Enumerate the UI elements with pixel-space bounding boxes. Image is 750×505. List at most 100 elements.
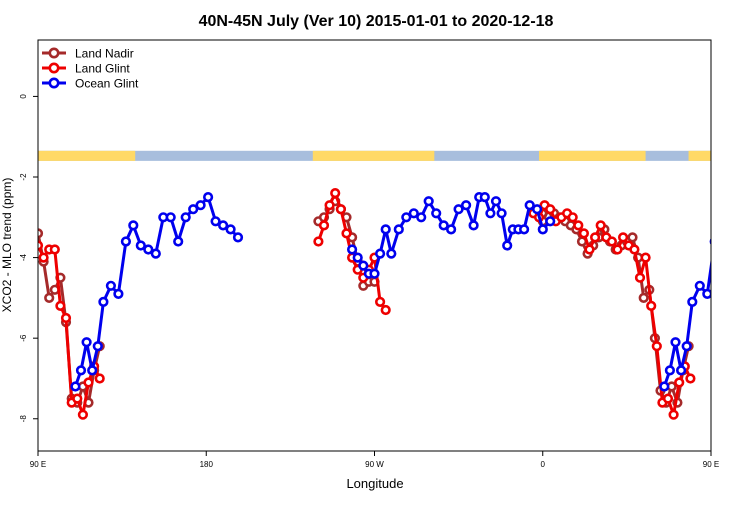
legend-item: Land Glint	[42, 62, 130, 76]
data-point	[584, 244, 595, 255]
x-tick-label: 0	[541, 460, 546, 469]
data-point	[401, 212, 412, 223]
data-point	[369, 268, 380, 279]
data-point	[318, 220, 330, 231]
data-point	[468, 220, 479, 231]
y-tick-label: -2	[19, 173, 28, 181]
y-tick-label: -8	[19, 415, 28, 423]
data-point	[485, 208, 496, 219]
data-point	[313, 236, 324, 247]
data-point	[438, 220, 449, 231]
data-point	[352, 252, 363, 263]
data-point	[659, 381, 670, 392]
data-point	[640, 252, 651, 263]
y-tick-label: -4	[19, 253, 28, 261]
data-point	[638, 292, 649, 304]
data-point	[662, 393, 674, 404]
data-point	[664, 365, 676, 376]
y-tick-label: -6	[19, 334, 28, 342]
series-ocean-glint	[70, 192, 726, 392]
legend-marker	[48, 62, 60, 74]
data-point	[531, 204, 543, 215]
data-point	[386, 248, 397, 259]
plot-area	[38, 150, 726, 420]
legend-marker	[48, 47, 60, 59]
data-point	[347, 244, 358, 255]
data-point	[446, 224, 457, 235]
data-point	[567, 212, 578, 223]
data-point	[524, 200, 535, 211]
data-point	[92, 341, 103, 352]
data-point	[38, 252, 49, 263]
data-point	[573, 220, 584, 231]
data-point	[702, 288, 711, 299]
data-point	[502, 240, 513, 251]
land-mask-segment	[688, 150, 711, 161]
data-point	[341, 228, 352, 239]
data-point	[98, 296, 109, 308]
x-tick-label: 90 E	[703, 460, 719, 469]
legend-label: Land Nadir	[75, 47, 134, 61]
data-point	[627, 232, 638, 243]
data-point	[675, 365, 687, 376]
land-mask-segment	[312, 150, 435, 161]
x-axis-label: Longitude	[346, 476, 403, 491]
data-point	[380, 304, 391, 316]
data-point	[490, 196, 502, 207]
data-point	[49, 244, 60, 255]
data-point	[330, 188, 341, 199]
data-point	[578, 228, 590, 239]
data-point	[685, 373, 696, 384]
series-line	[350, 195, 552, 276]
data-point	[617, 232, 629, 243]
data-point	[496, 208, 507, 219]
data-point	[681, 341, 692, 352]
data-point	[606, 236, 618, 247]
data-point	[358, 260, 369, 271]
data-point	[380, 224, 391, 235]
data-point	[72, 393, 83, 404]
series-line	[662, 256, 711, 387]
data-point	[545, 204, 556, 215]
legend-marker	[48, 77, 60, 89]
data-point	[461, 200, 472, 211]
data-point	[694, 280, 705, 291]
data-point	[646, 300, 657, 312]
legend-label: Ocean Glint	[75, 77, 139, 91]
land-mask-segment	[539, 150, 646, 161]
data-point	[595, 220, 606, 231]
data-point	[55, 300, 66, 312]
legend-item: Land Nadir	[42, 47, 134, 61]
data-point	[87, 365, 98, 376]
data-point	[180, 212, 191, 223]
data-point	[431, 208, 442, 219]
data-point	[674, 377, 685, 388]
data-point	[83, 377, 94, 388]
data-point	[416, 212, 427, 223]
data-point	[143, 244, 154, 255]
legend-item: Ocean Glint	[42, 77, 139, 91]
data-point	[210, 216, 221, 227]
data-point	[612, 244, 623, 255]
data-point	[120, 236, 131, 247]
data-point	[453, 204, 464, 215]
y-axis: 0 -2 -4 -6 -8	[19, 94, 38, 423]
data-point	[718, 222, 726, 230]
data-point	[335, 204, 347, 215]
data-point	[225, 224, 236, 235]
data-point	[393, 224, 404, 235]
data-point	[135, 240, 146, 251]
data-point	[150, 248, 161, 259]
data-point	[670, 337, 681, 348]
data-point	[188, 204, 199, 215]
land-mask-segment	[38, 150, 136, 161]
data-point	[408, 208, 419, 219]
data-point	[232, 232, 244, 243]
data-point	[651, 341, 662, 352]
data-point	[589, 232, 601, 243]
data-point	[195, 200, 206, 211]
data-point	[165, 212, 176, 223]
